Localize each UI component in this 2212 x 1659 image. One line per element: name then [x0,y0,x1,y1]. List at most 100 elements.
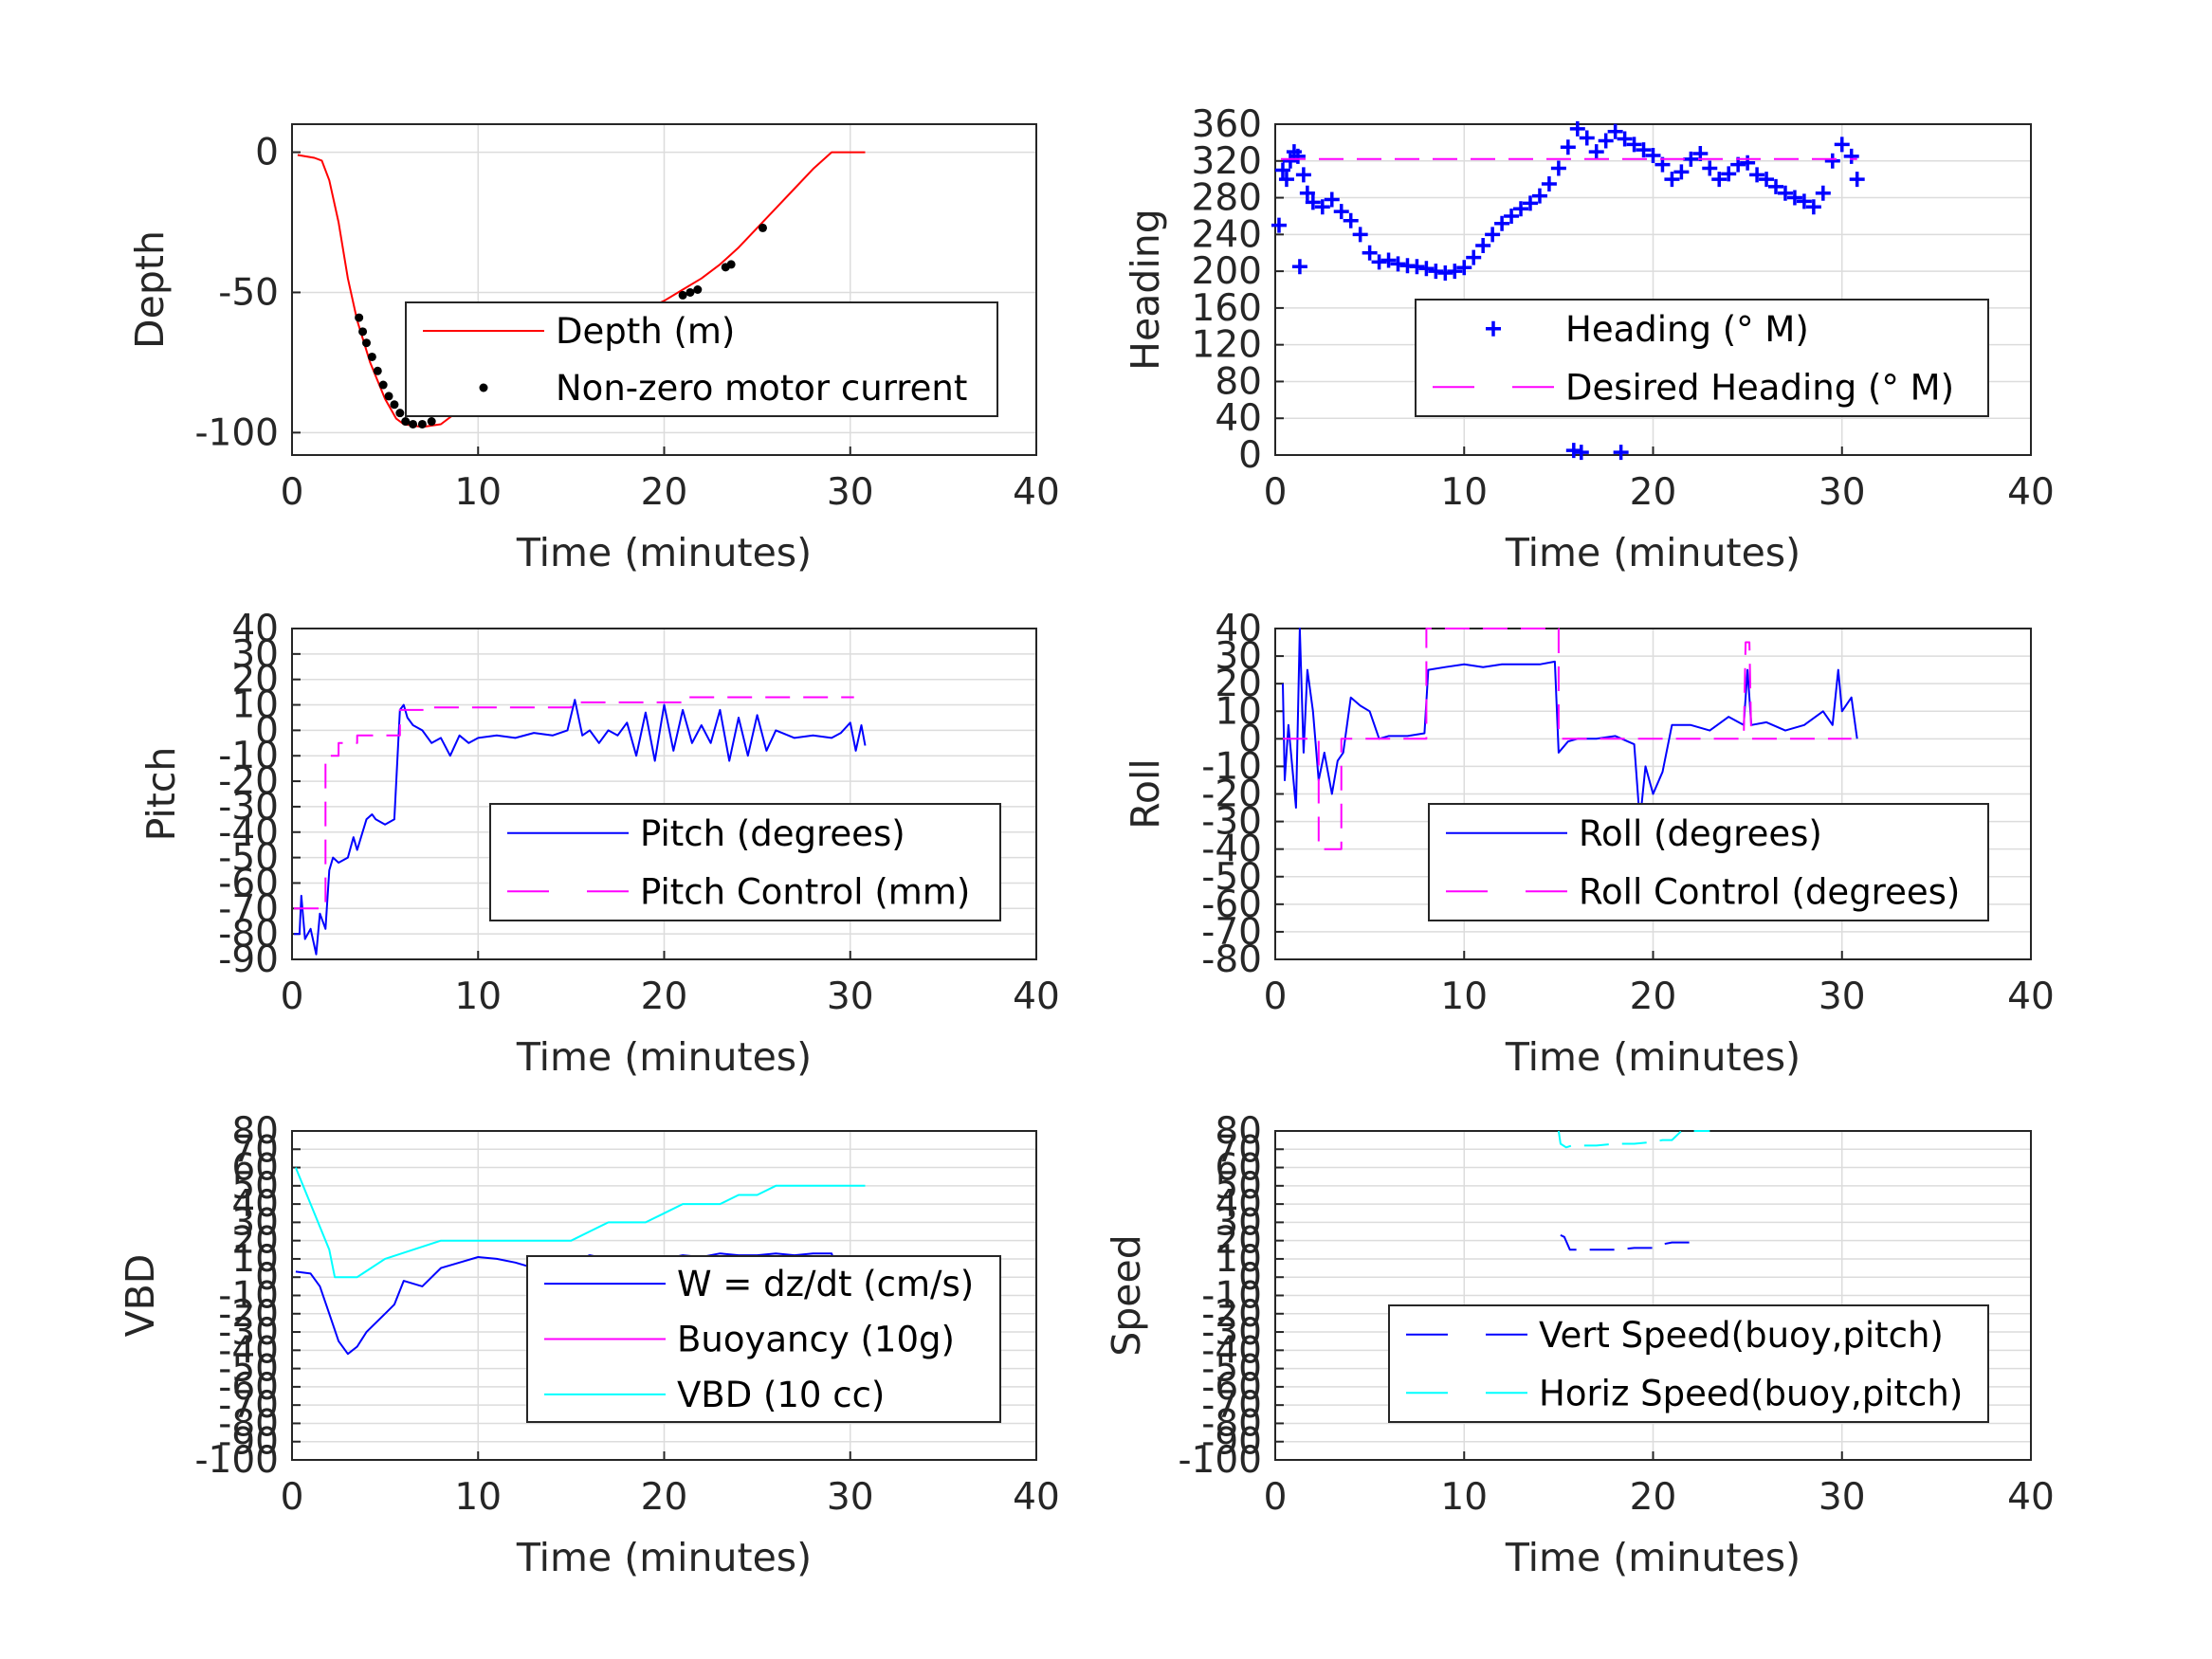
pitch-legend-box [489,803,1001,921]
y-tick-label: -50 [1201,856,1262,899]
y-tick-label: 60 [231,1147,279,1190]
panel-speed: 0 10 20 30 40 80706050403020100-10-20-30-40-… [1104,1110,2055,1580]
y-tick-label: -10 [1201,745,1262,788]
y-tick-label: 30 [1215,1201,1262,1244]
pitch-legend-pitch: Pitch (degrees) [640,813,905,854]
heading-point [1617,131,1633,147]
depth-legend-depth: Depth (m) [556,311,735,352]
y-tick-label: -20 [1201,1293,1262,1336]
roll-legend-roll-control: Roll Control (degrees) [1579,871,1960,912]
heading-point [1504,208,1520,224]
heading-point [1824,153,1840,169]
y-tick-label: -50 [218,837,279,880]
y-tick-label: -40 [218,811,279,854]
x-tick-label: 40 [1013,975,1060,1018]
y-tick-label: -90 [218,1421,279,1464]
roll-legend: Roll (degrees) Roll Control (degrees) [1428,803,1989,921]
x-tick-label: 30 [827,471,874,514]
y-tick-label: -70 [1201,1384,1262,1427]
y-tick-label: 70 [1215,1128,1262,1171]
vbd-legend-buoyancy: Buoyancy (10g) [677,1320,955,1360]
y-tick-label: -70 [218,887,279,930]
heading-point [1333,204,1349,220]
heading-point [1466,249,1482,265]
y-tick-label: -30 [1201,1311,1262,1354]
heading-legend: Heading (° M) Desired Heading (° M) [1415,299,1989,417]
x-tick-label: 10 [1440,975,1488,1018]
heading-point [1569,120,1585,137]
speed-series [1557,1130,1710,1251]
legend-sample-marker [1486,320,1501,337]
depth-x-axis-label: Time (minutes) [516,530,812,575]
y-tick-label: 280 [1192,177,1262,220]
heading-point [1513,201,1529,217]
vbd-x-ticks: 0 10 20 30 40 [281,1451,1060,1519]
heading-point [1702,160,1718,176]
y-tick-label: -30 [218,1311,279,1354]
y-tick-label: 0 [255,1256,279,1299]
y-tick-label: -10 [1201,1275,1262,1318]
y-tick-label: 30 [231,1201,279,1244]
heading-point [1588,144,1604,160]
heading-point [1485,227,1501,243]
heading-point [1324,191,1340,208]
heading-y-axis-label: Heading [1123,209,1168,371]
vbd-y-axis-label: VBD [118,1254,163,1338]
y-tick-label: 50 [231,1165,279,1208]
heading-point [1768,178,1784,194]
y-tick-label: -80 [218,1402,279,1445]
heading-point [1721,166,1737,182]
depth-y-axis-label: Depth [127,230,173,349]
heading-point [1815,185,1831,201]
series-line [294,699,867,956]
series-line [1560,1233,1691,1251]
y-tick-label: 240 [1192,213,1262,256]
heading-point [1289,148,1306,164]
heading-point [1834,137,1850,153]
heading-point [1843,148,1859,164]
depth-grid [291,124,1037,455]
y-tick-label: -80 [1201,939,1262,981]
heading-point [1636,142,1652,158]
y-tick-label: 40 [1215,608,1262,650]
x-tick-label: 30 [1819,1476,1866,1519]
series-line [1557,1130,1710,1149]
y-tick-label: -60 [218,862,279,904]
roll-legend-box [1428,803,1989,921]
x-tick-label: 30 [1819,975,1866,1018]
speed-y-ticks: 80706050403020100-10-20-30-40-50-60-70-8… [1178,1110,1284,1482]
heading-point [1352,227,1368,243]
y-tick-label: 30 [1215,635,1262,678]
y-tick-label: -60 [1201,1366,1262,1409]
heading-point [1271,217,1287,233]
heading-point [1299,185,1315,201]
motor-current-point [378,380,388,390]
series-line [294,1167,866,1279]
heading-point [1613,445,1629,461]
y-tick-label: 20 [231,659,279,702]
speed-legend-vert-speed: Vert Speed(buoy,pitch) [1539,1315,1944,1356]
heading-point [1626,137,1642,153]
x-tick-label: 10 [454,1476,502,1519]
heading-point [1645,147,1661,163]
y-tick-label: -10 [218,735,279,777]
y-tick-label: 120 [1192,324,1262,367]
heading-x-axis-label: Time (minutes) [1505,530,1801,575]
x-tick-label: 0 [1264,1476,1288,1519]
heading-point [1437,265,1453,282]
legend-sample-marker [479,383,488,392]
y-tick-label: 80 [1215,360,1262,403]
y-tick-label: 40 [231,608,279,650]
heading-point [1560,139,1576,155]
motor-current-point [409,419,418,428]
heading-point [1291,259,1307,275]
vbd-legend: W = dz/dt (cm/s) Buoyancy (10g) VBD (10 … [526,1255,1001,1423]
x-tick-label: 40 [1013,471,1060,514]
heading-point [1494,215,1510,231]
x-tick-label: 40 [2007,1476,2055,1519]
pitch-x-ticks: 0 10 20 30 40 [281,951,1060,1018]
y-tick-label: 70 [231,1128,279,1171]
speed-x-ticks: 0 10 20 30 40 [1264,1451,2055,1519]
